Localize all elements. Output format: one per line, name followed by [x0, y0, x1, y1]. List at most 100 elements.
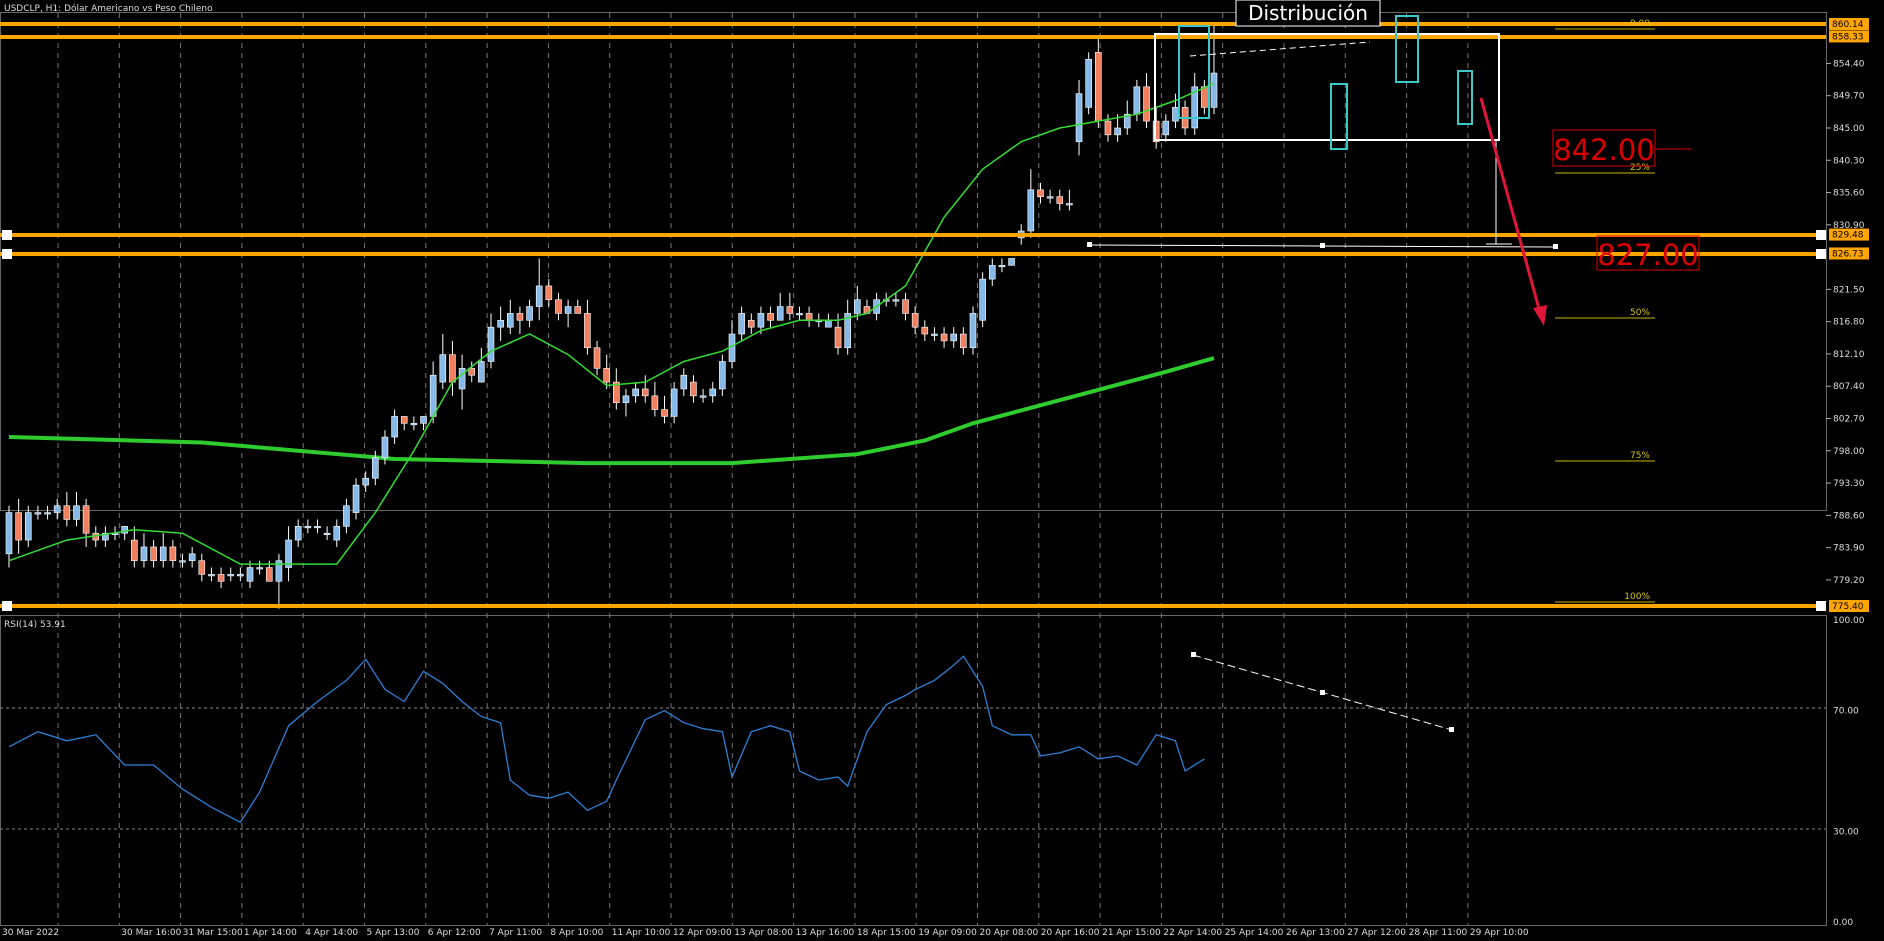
candle-body[interactable]: [227, 574, 235, 577]
candle-body[interactable]: [738, 313, 745, 335]
ma-slow-line[interactable]: [8, 356, 1215, 466]
candle-body[interactable]: [1095, 52, 1102, 122]
candle-body[interactable]: [1056, 196, 1064, 204]
candle-body[interactable]: [988, 265, 996, 280]
candle-body[interactable]: [131, 539, 138, 561]
candle-body[interactable]: [140, 546, 148, 561]
candle-body[interactable]: [497, 319, 504, 328]
candle-body[interactable]: [150, 546, 157, 561]
price-axis[interactable]: 854.40 849.70 845.00 840.30 835.60 830.90 821.…: [1826, 59, 1865, 586]
candle-body[interactable]: [439, 354, 447, 383]
candle-body[interactable]: [265, 567, 273, 582]
candle-body[interactable]: [805, 313, 813, 321]
candle-body[interactable]: [188, 553, 196, 561]
distribution-annotation[interactable]: Distribución: [1087, 0, 1558, 326]
candle-body[interactable]: [661, 409, 668, 417]
candle-body[interactable]: [1152, 120, 1160, 143]
candles-layer[interactable]: [5, 24, 1218, 609]
candle-body[interactable]: [314, 526, 321, 529]
candle-body[interactable]: [237, 574, 244, 577]
callout-box-827[interactable]: [1596, 235, 1700, 271]
candle-body[interactable]: [940, 333, 948, 342]
target-callouts[interactable]: 842.00 827.00: [1552, 129, 1700, 272]
candle-body[interactable]: [979, 278, 986, 321]
candle-body[interactable]: [776, 306, 784, 321]
rsi-trend-handle-2[interactable]: [1320, 690, 1325, 695]
rsi-axis[interactable]: 100.00 70.00 30.00 0.00: [1833, 616, 1865, 928]
candle-body[interactable]: [516, 313, 524, 321]
candle-body[interactable]: [44, 512, 51, 515]
candle-body[interactable]: [179, 560, 186, 563]
candle-body[interactable]: [796, 313, 803, 316]
candle-body[interactable]: [555, 299, 562, 314]
candle-body[interactable]: [603, 368, 610, 383]
candle-body[interactable]: [613, 381, 620, 404]
candle-body[interactable]: [102, 532, 109, 541]
candle-body[interactable]: [208, 574, 215, 577]
candle-body[interactable]: [381, 436, 389, 458]
candle-body[interactable]: [420, 416, 427, 424]
candle-body[interactable]: [410, 423, 418, 426]
candle-body[interactable]: [285, 539, 292, 568]
level-handle-left-775[interactable]: [2, 601, 12, 611]
callout-box-842[interactable]: [1552, 129, 1656, 167]
candle-body[interactable]: [690, 381, 697, 397]
candle-body[interactable]: [468, 368, 476, 376]
candle-body[interactable]: [449, 354, 456, 383]
pattern-box-2[interactable]: [1330, 83, 1348, 150]
candle-body[interactable]: [15, 512, 22, 541]
candle-body[interactable]: [1037, 189, 1044, 197]
candle-body[interactable]: [911, 313, 919, 328]
candle-body[interactable]: [1143, 86, 1150, 122]
candle-body[interactable]: [391, 416, 398, 438]
candle-body[interactable]: [1008, 258, 1015, 266]
candle-body[interactable]: [584, 313, 591, 349]
candle-body[interactable]: [506, 313, 514, 328]
candle-body[interactable]: [931, 333, 938, 336]
ma-fast-line[interactable]: [8, 82, 1215, 565]
candle-body[interactable]: [1201, 86, 1208, 108]
candle-body[interactable]: [1210, 72, 1218, 108]
time-axis[interactable]: 30 Mar 2022 30 Mar 16:00 31 Mar 15:00 1 Apr…: [2, 928, 1529, 938]
candle-body[interactable]: [834, 326, 842, 349]
candle-body[interactable]: [747, 319, 755, 328]
candle-body[interactable]: [1191, 86, 1199, 129]
candle-body[interactable]: [960, 333, 967, 349]
candle-body[interactable]: [198, 560, 206, 575]
candle-body[interactable]: [352, 484, 360, 513]
level-handle-left-829[interactable]: [2, 230, 12, 240]
level-handle-left-827[interactable]: [2, 249, 12, 259]
candle-body[interactable]: [429, 374, 437, 417]
candle-body[interactable]: [256, 567, 263, 570]
fib-anchor-handle-2[interactable]: [1320, 243, 1325, 248]
candle-body[interactable]: [1104, 120, 1112, 136]
candle-body[interactable]: [757, 313, 765, 328]
candle-body[interactable]: [246, 567, 254, 582]
candle-body[interactable]: [564, 306, 572, 314]
candle-body[interactable]: [343, 505, 350, 527]
candle-body[interactable]: [487, 326, 495, 362]
candle-body[interactable]: [478, 361, 485, 383]
candle-body[interactable]: [304, 526, 312, 529]
candle-body[interactable]: [1085, 59, 1092, 108]
candle-body[interactable]: [545, 285, 553, 300]
fib-anchor-handle-1[interactable]: [1087, 242, 1092, 247]
candle-body[interactable]: [998, 265, 1006, 268]
candle-body[interactable]: [73, 505, 80, 520]
candle-body[interactable]: [854, 299, 861, 314]
price-trendline[interactable]: [1189, 41, 1371, 57]
candle-body[interactable]: [902, 299, 909, 314]
candle-body[interactable]: [921, 326, 929, 335]
candle-body[interactable]: [680, 374, 688, 390]
candle-body[interactable]: [1172, 107, 1179, 122]
candle-body[interactable]: [593, 347, 601, 369]
candle-body[interactable]: [333, 526, 341, 541]
candle-body[interactable]: [24, 512, 32, 541]
rsi-line[interactable]: [8, 655, 1205, 824]
candle-body[interactable]: [1066, 203, 1073, 206]
candle-body[interactable]: [950, 333, 958, 342]
candle-body[interactable]: [323, 532, 331, 535]
candle-body[interactable]: [294, 526, 302, 541]
candle-body[interactable]: [969, 313, 977, 349]
candle-body[interactable]: [1133, 86, 1141, 115]
